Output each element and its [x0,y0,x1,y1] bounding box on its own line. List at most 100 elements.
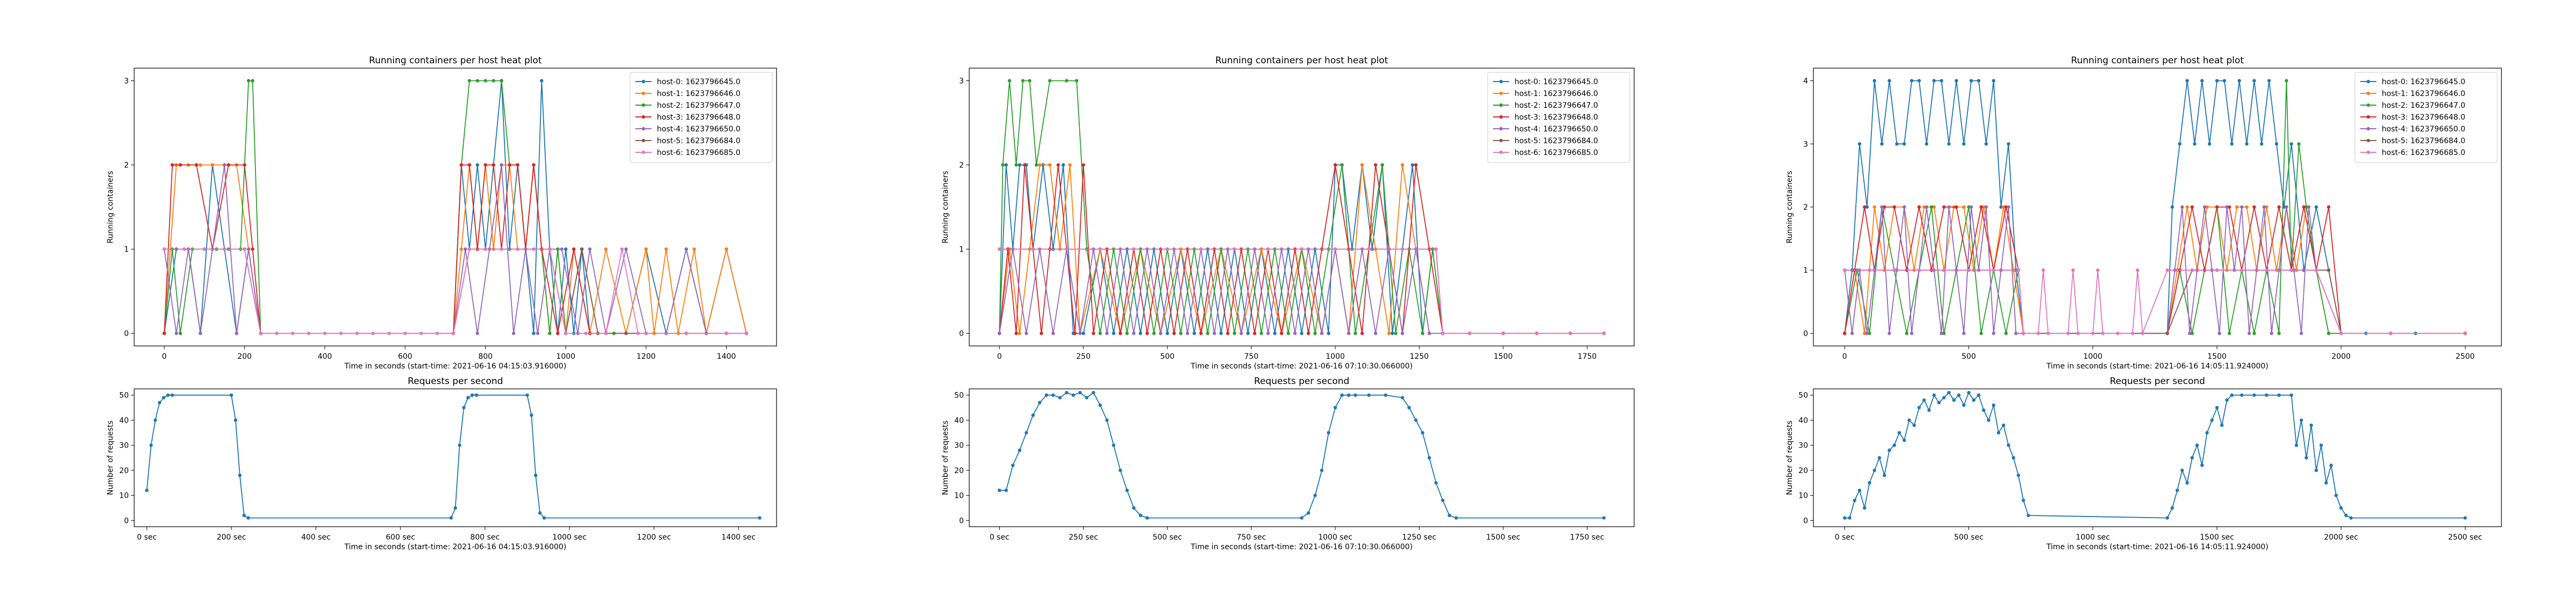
data-point [2349,516,2353,520]
data-point [1098,247,1102,251]
legend-entry: host-3: 1623796648.0 [657,113,741,122]
data-point [1105,418,1109,422]
data-point [1887,331,1891,335]
data-point [243,163,246,167]
data-point [2220,423,2224,427]
data-point [692,247,696,251]
data-point [530,413,533,417]
data-point [2016,474,2021,477]
data-point [2014,331,2018,335]
data-point [2463,516,2467,520]
data-point [1021,79,1025,83]
series-line-0 [146,394,760,519]
data-point [1239,331,1243,335]
data-point [1979,331,1983,335]
legend-entry: host-6: 1623796685.0 [2382,149,2465,157]
data-point [1300,331,1304,335]
data-point [2265,205,2268,209]
legend-marker [641,138,646,143]
data-point [624,247,628,251]
data-point [1877,456,1882,460]
data-point [1391,331,1394,335]
data-point [1065,390,1069,395]
data-point [548,331,552,335]
data-point [178,331,182,335]
legend-marker [2366,138,2370,143]
data-point [1065,247,1069,251]
data-point [1853,498,1856,503]
data-point [1132,247,1136,251]
legend-marker [641,103,646,107]
data-point [2026,513,2030,518]
data-point [2252,393,2256,397]
y-tick-label: 30 [1798,441,1808,450]
x-tick-label: 600 [398,352,413,361]
data-point [1360,163,1364,167]
axes-frame [134,68,777,346]
legend-frame [1487,72,1630,163]
y-tick-label: 10 [1798,492,1808,500]
data-point [2165,331,2169,335]
data-point [1863,331,1867,335]
data-point [2165,268,2169,272]
data-point [1340,163,1344,167]
data-point [1929,205,1934,209]
data-point [560,247,564,251]
data-point [1166,247,1169,251]
legend-entry: host-0: 1623796645.0 [657,78,741,86]
data-point [1932,79,1936,83]
data-point [2205,205,2209,209]
data-point [1942,331,1946,335]
data-point [2046,331,2050,335]
data-point [1952,398,1956,402]
data-point [259,331,262,335]
legend-entry: host-3: 1623796648.0 [2382,113,2465,122]
y-tick-label: 2 [959,161,964,170]
data-point [644,247,648,251]
data-point [2135,268,2140,272]
data-point [162,247,166,251]
data-point [2222,79,2227,83]
data-point [1035,163,1038,167]
data-point [1924,205,1929,209]
data-point [387,331,391,335]
data-point [1333,247,1337,251]
data-point [1414,418,1418,422]
data-point [744,331,749,335]
data-point [1075,79,1079,83]
legend-entry: host-1: 1623796646.0 [1514,90,1598,98]
data-point [2175,489,2179,492]
data-point [1092,331,1095,335]
data-point [2294,443,2299,447]
data-point [1942,396,1946,400]
data-point [542,516,546,520]
data-point [2304,456,2308,460]
data-point [2116,331,2120,335]
data-point [1327,431,1330,434]
data-point [247,79,251,83]
data-point [2329,463,2333,467]
data-point [2076,331,2080,335]
legend-marker [2366,127,2370,131]
x-tick-label: 200 sec [217,533,246,542]
data-point [584,331,588,335]
data-point [1138,331,1143,335]
data-point [307,331,311,335]
data-point [1118,331,1122,335]
x-tick-label: 800 [478,352,493,361]
data-point [247,247,251,251]
data-point [624,331,628,335]
data-point [1138,513,1143,518]
data-point [1972,398,1975,402]
data-point [2300,331,2303,335]
x-tick-label: 1400 sec [721,533,756,542]
data-point [1313,493,1317,497]
chart-title: Running containers per host heat plot [369,55,542,66]
data-point [508,163,511,167]
plot-area [162,79,749,335]
legend-entry: host-0: 1623796645.0 [1514,78,1598,86]
data-point [1166,331,1169,335]
data-point [233,418,238,422]
data-point [1927,408,1931,412]
data-point [604,247,608,251]
